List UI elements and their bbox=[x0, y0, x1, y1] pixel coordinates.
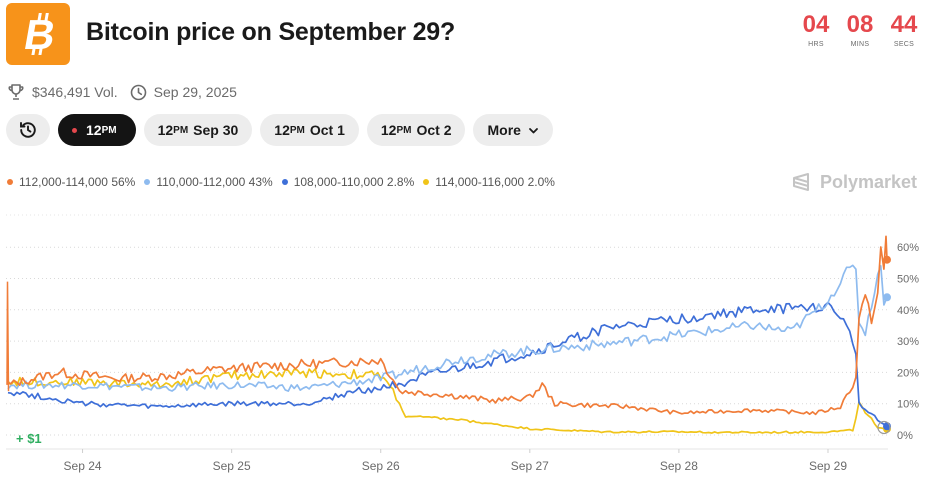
y-tick-label: 50% bbox=[897, 274, 919, 286]
legend-value: 2.0% bbox=[527, 175, 555, 189]
date-pill-oct-2[interactable]: 12 PM Oct 2 bbox=[366, 114, 466, 146]
bitcoin-logo: B bbox=[6, 3, 70, 65]
legend-item[interactable]: 112,000-114,000 56% bbox=[7, 175, 135, 189]
x-tick-label: Sep 27 bbox=[511, 459, 549, 473]
trophy-icon bbox=[7, 83, 25, 101]
countdown-minutes-value: 08 bbox=[846, 11, 874, 38]
countdown-hours-value: 04 bbox=[802, 11, 830, 38]
date-pill-time: 12 bbox=[274, 122, 290, 138]
x-axis-labels: Sep 24 Sep 25 Sep 26 Sep 27 Sep 28 Sep 29 bbox=[64, 449, 847, 473]
date-pill-time: 12 bbox=[86, 122, 102, 138]
legend-name: 108,000-110,000 bbox=[293, 175, 384, 189]
history-button[interactable] bbox=[6, 114, 50, 146]
more-dropdown[interactable]: More bbox=[473, 114, 553, 146]
countdown-seconds-value: 44 bbox=[890, 11, 918, 38]
current-marker bbox=[877, 420, 891, 435]
x-tick-label: Sep 25 bbox=[213, 459, 251, 473]
legend-value: 56% bbox=[111, 175, 136, 189]
clock-icon bbox=[130, 84, 147, 101]
countdown-minutes: 08 MINS bbox=[844, 11, 876, 48]
date-pill-oct-1[interactable]: 12 PM Oct 1 bbox=[260, 114, 359, 146]
x-tick-label: Sep 28 bbox=[660, 459, 698, 473]
legend-name: 110,000-112,000 bbox=[156, 175, 246, 189]
series-line bbox=[7, 301, 888, 427]
y-tick-label: 20% bbox=[897, 367, 919, 379]
y-tick-label: 30% bbox=[897, 336, 919, 348]
countdown-hours: 04 HRS bbox=[800, 11, 832, 48]
legend-name: 114,000-116,000 bbox=[435, 175, 525, 189]
legend-item[interactable]: 110,000-112,000 43% bbox=[144, 175, 273, 189]
x-tick-label: Sep 29 bbox=[809, 459, 847, 473]
live-dot bbox=[72, 127, 77, 133]
countdown-timer: 04 HRS 08 MINS 44 SECS bbox=[800, 11, 920, 48]
series-line bbox=[7, 368, 888, 434]
date-pill-time: 12 bbox=[157, 122, 174, 138]
countdown-minutes-label: MINS bbox=[850, 41, 870, 48]
date-pill-ampm: PM bbox=[101, 124, 117, 136]
x-tick-label: Sep 26 bbox=[362, 459, 400, 473]
chart-grid bbox=[6, 214, 888, 450]
history-icon bbox=[20, 122, 36, 138]
legend-item[interactable]: 108,000-110,000 2.8% bbox=[281, 175, 415, 189]
date-pill-date: Sep 30 bbox=[193, 122, 239, 138]
y-tick-label: 0% bbox=[897, 430, 913, 442]
series-endpoint-dot bbox=[883, 255, 891, 264]
date-pill-time: 12 bbox=[380, 122, 397, 138]
legend-dot bbox=[281, 179, 288, 185]
chevron-down-icon bbox=[528, 125, 539, 136]
gain-label: + $1 bbox=[16, 431, 42, 446]
polymarket-watermark: Polymarket bbox=[790, 171, 917, 193]
date-pill-ampm: PM bbox=[289, 124, 305, 136]
brand-name: Polymarket bbox=[819, 171, 917, 192]
polymarket-logo-icon bbox=[792, 173, 809, 191]
countdown-seconds: 44 SECS bbox=[888, 11, 920, 48]
market-meta: $346,491 Vol. Sep 29, 2025 bbox=[7, 83, 237, 101]
countdown-hours-label: HRS bbox=[808, 41, 824, 48]
date-pill-date: Oct 1 bbox=[309, 122, 345, 138]
bitcoin-icon: B bbox=[21, 12, 56, 56]
end-date-text: Sep 29, 2025 bbox=[153, 84, 237, 100]
legend-value: 2.8% bbox=[386, 175, 415, 189]
series-line bbox=[6, 281, 10, 392]
y-tick-label: 40% bbox=[897, 305, 919, 317]
legend-item[interactable]: 114,000-116,000 2.0% bbox=[423, 175, 555, 189]
price-chart[interactable]: 0%10%20%30%40%50%60% Sep 24 Sep 25 Sep 26 S… bbox=[0, 195, 926, 483]
date-pill-ampm: PM bbox=[396, 124, 412, 136]
date-pill-date: Oct 2 bbox=[416, 122, 452, 138]
y-tick-label: 60% bbox=[897, 242, 919, 254]
chart-legend: 112,000-114,000 56% 110,000-112,000 43% … bbox=[7, 175, 555, 189]
date-pill-ampm: PM bbox=[173, 124, 189, 136]
x-tick-label: Sep 24 bbox=[64, 459, 102, 473]
date-pill-sep-30[interactable]: 12 PM Sep 30 bbox=[143, 114, 253, 146]
legend-dot bbox=[423, 179, 430, 185]
series-endpoints bbox=[877, 255, 891, 435]
chart-series bbox=[6, 235, 888, 434]
legend-dot bbox=[7, 179, 13, 185]
page-title: Bitcoin price on September 29? bbox=[86, 18, 456, 46]
date-selector: 12 PM 12 PM Sep 30 12 PM Oct 1 12 PM Oct… bbox=[6, 114, 553, 146]
y-tick-label: 10% bbox=[897, 399, 919, 411]
series-endpoint-dot bbox=[883, 293, 891, 302]
y-axis-labels: 0% 10% 20% 30% 40% 50% 60% bbox=[897, 242, 919, 442]
countdown-seconds-label: SECS bbox=[893, 41, 915, 48]
legend-dot bbox=[144, 179, 151, 185]
legend-value: 43% bbox=[248, 175, 273, 189]
volume-text: $346,491 Vol. bbox=[32, 84, 118, 100]
more-label: More bbox=[487, 122, 521, 138]
date-pill-12pm[interactable]: 12 PM bbox=[58, 114, 136, 146]
series-line bbox=[7, 235, 888, 416]
series-line bbox=[7, 264, 888, 392]
legend-name: 112,000-114,000 bbox=[19, 175, 108, 189]
